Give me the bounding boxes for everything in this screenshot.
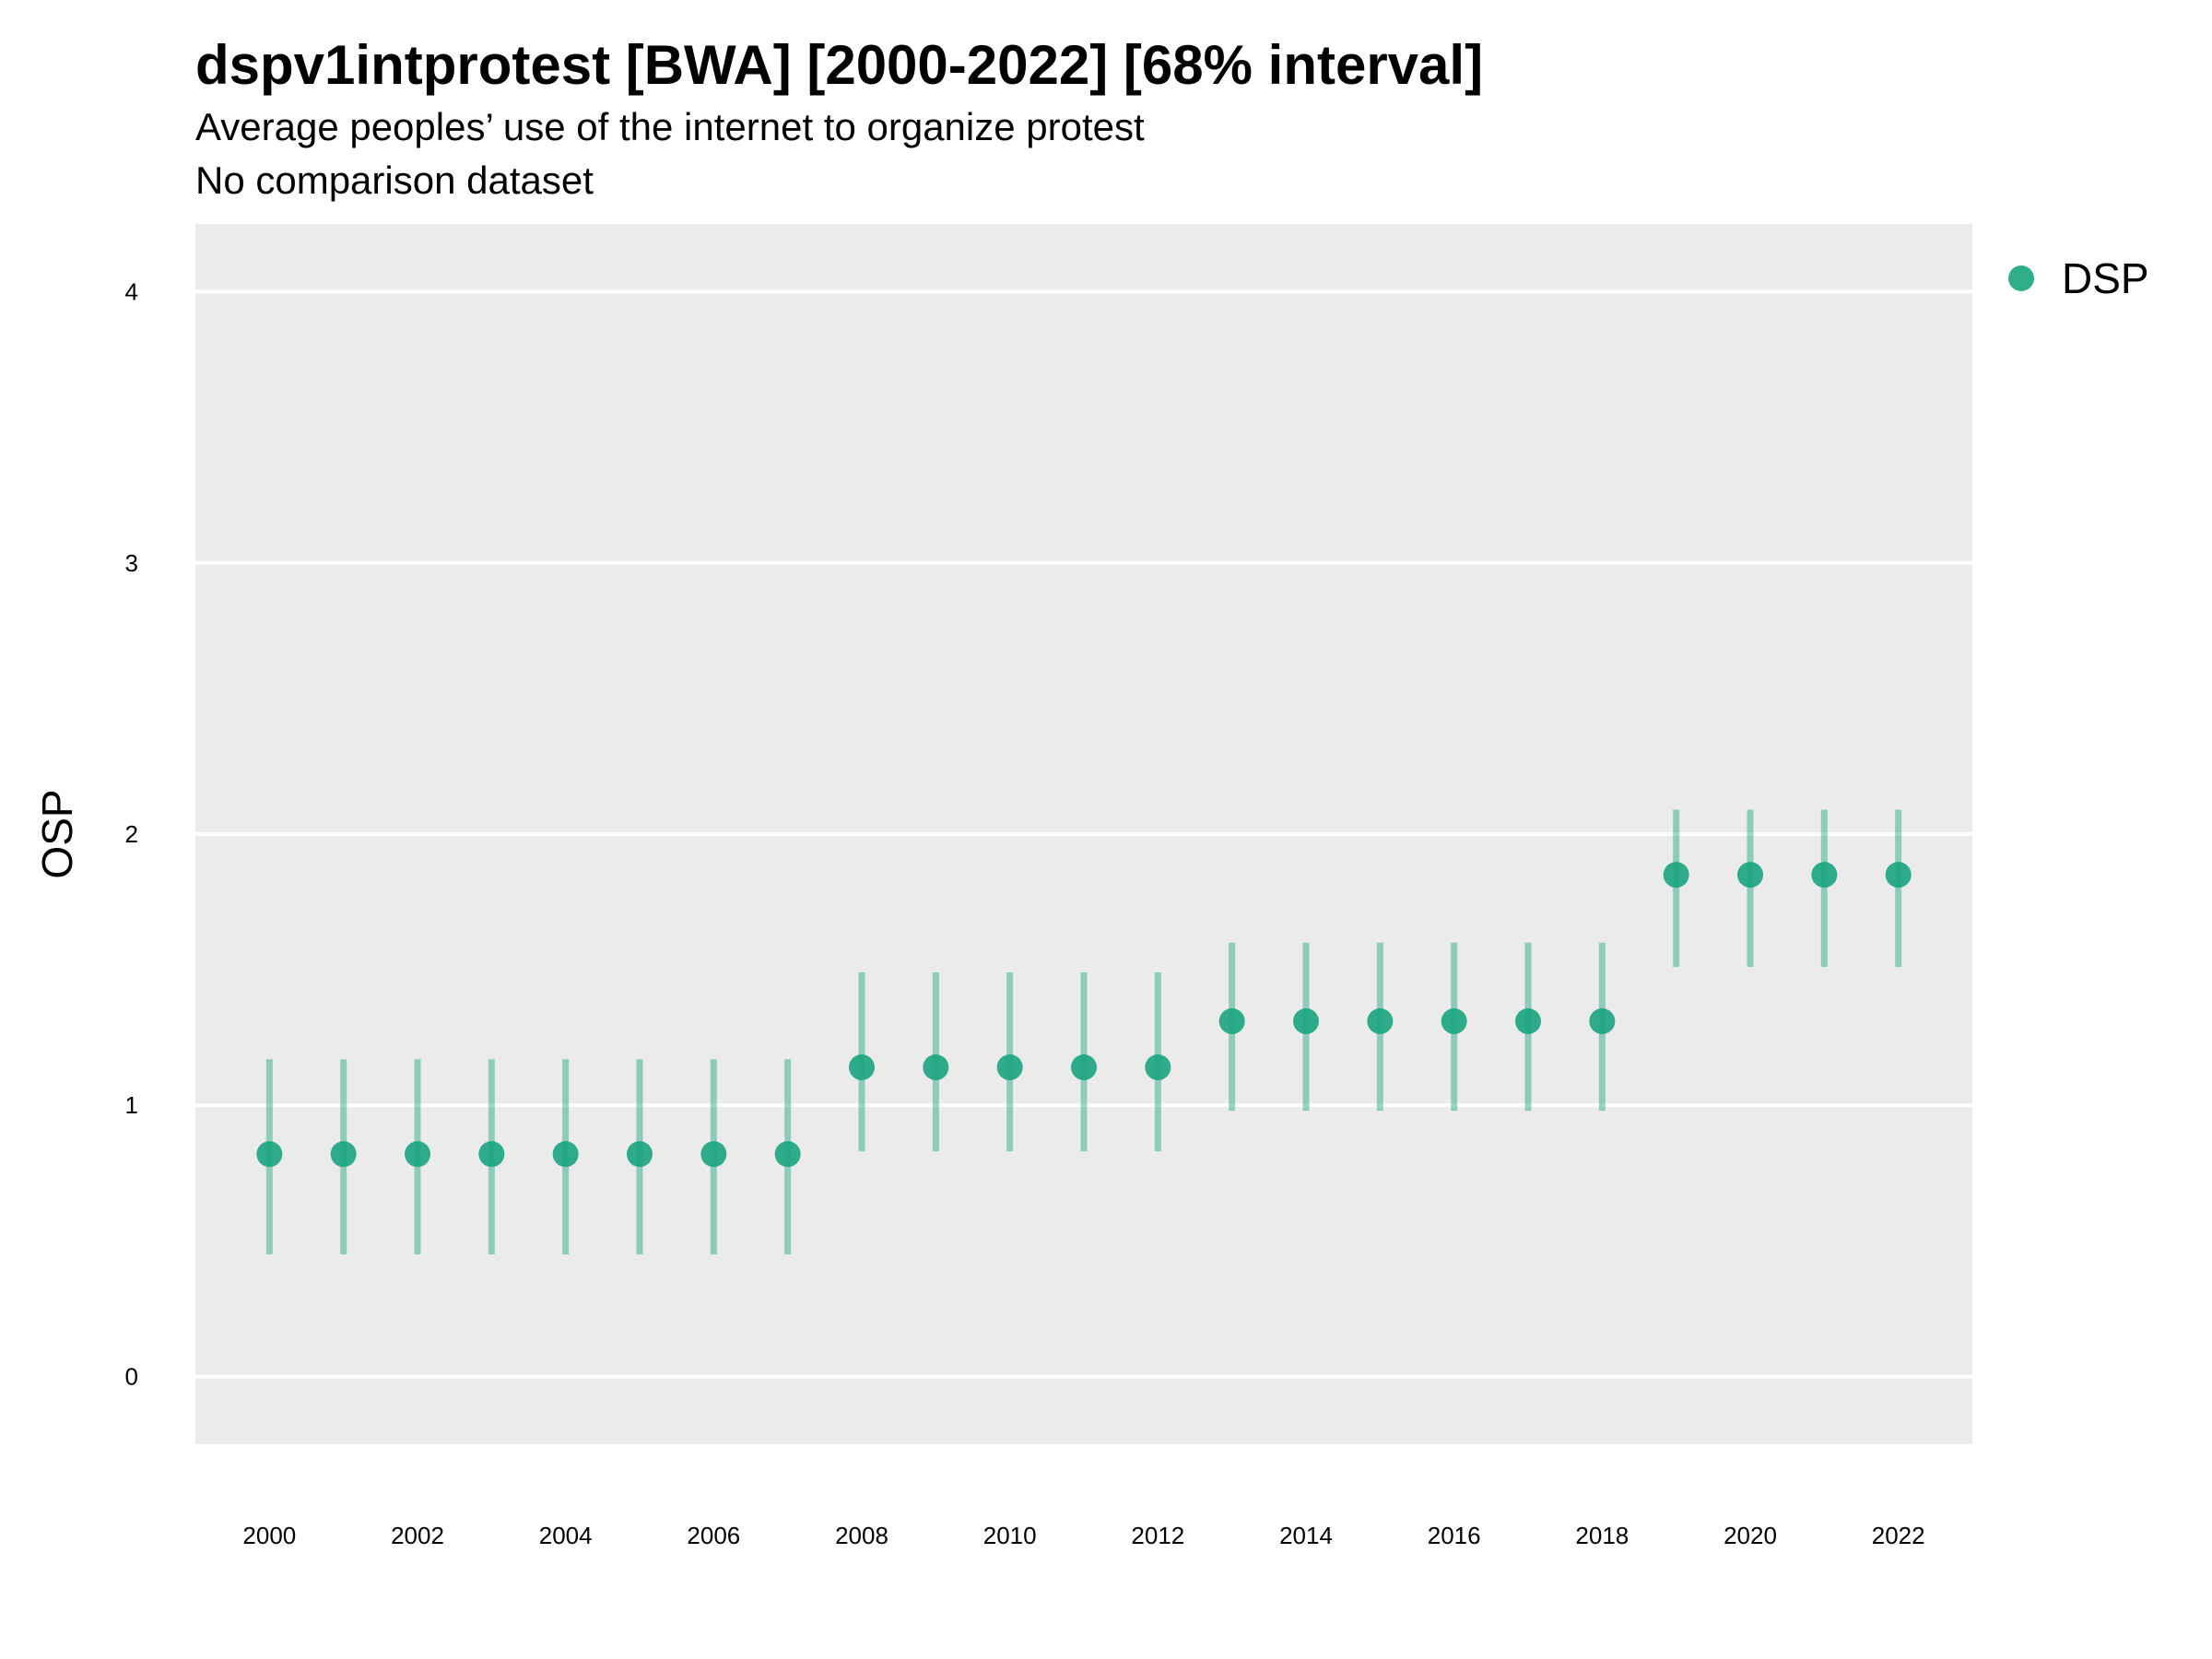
data-point — [405, 1141, 430, 1168]
gridlines — [195, 289, 1972, 1379]
data-point — [1811, 862, 1838, 888]
data-point — [627, 1141, 653, 1168]
x-tick-label: 2000 — [242, 1522, 296, 1549]
y-tick-label: 0 — [125, 1362, 138, 1390]
data-point — [1367, 1008, 1394, 1035]
y-tick-label: 2 — [125, 820, 138, 848]
data-point — [923, 1054, 949, 1081]
y-tick-label: 3 — [125, 549, 138, 577]
x-tick-label: 2022 — [1872, 1522, 1925, 1549]
y-axis-title: OSP — [33, 789, 81, 878]
data-point — [1885, 862, 1912, 888]
x-tick-label: 2014 — [1279, 1522, 1333, 1549]
x-tick-label: 2008 — [835, 1522, 888, 1549]
legend-label-dsp: DSP — [2062, 254, 2149, 302]
data-point — [1218, 1008, 1245, 1035]
data-point — [1071, 1054, 1097, 1081]
x-tick-label: 2016 — [1428, 1522, 1481, 1549]
legend-swatch-dsp — [2008, 265, 2034, 291]
data-point — [1663, 862, 1689, 888]
data-point — [1737, 862, 1763, 888]
x-tick-label: 2002 — [391, 1522, 444, 1549]
data-point — [330, 1141, 357, 1168]
x-tick-label: 2006 — [687, 1522, 740, 1549]
data-point — [996, 1054, 1023, 1081]
chart-caption: No comparison dataset — [195, 159, 594, 202]
data-point — [1441, 1008, 1467, 1035]
data-point — [774, 1141, 801, 1168]
y-tick-label: 4 — [125, 278, 138, 306]
data-point — [1293, 1008, 1319, 1035]
data-point — [1589, 1008, 1616, 1035]
x-tick-label: 2020 — [1724, 1522, 1777, 1549]
data-point — [478, 1141, 505, 1168]
data-point — [849, 1054, 875, 1081]
series-dsp — [256, 809, 1912, 1255]
data-point — [1515, 1008, 1541, 1035]
x-tick-label: 2004 — [539, 1522, 593, 1549]
y-tick-label: 1 — [125, 1091, 138, 1119]
x-tick-label: 2012 — [1131, 1522, 1184, 1549]
chart-subtitle: Average peoples’ use of the internet to … — [195, 105, 1145, 148]
data-point — [1145, 1054, 1171, 1081]
legend: DSP — [2008, 254, 2149, 302]
y-axis: 0 1 2 3 4 — [125, 278, 138, 1391]
data-point — [256, 1141, 283, 1168]
x-axis: 2000 2002 2004 2006 2008 2010 2012 2014 2016 2018… — [242, 1522, 1924, 1549]
x-tick-label: 2018 — [1575, 1522, 1629, 1549]
x-tick-label: 2010 — [983, 1522, 1037, 1549]
data-point — [552, 1141, 579, 1168]
data-point — [700, 1141, 727, 1168]
chart-title: dspv1intprotest [BWA] [2000-2022] [68% i… — [195, 34, 1484, 96]
